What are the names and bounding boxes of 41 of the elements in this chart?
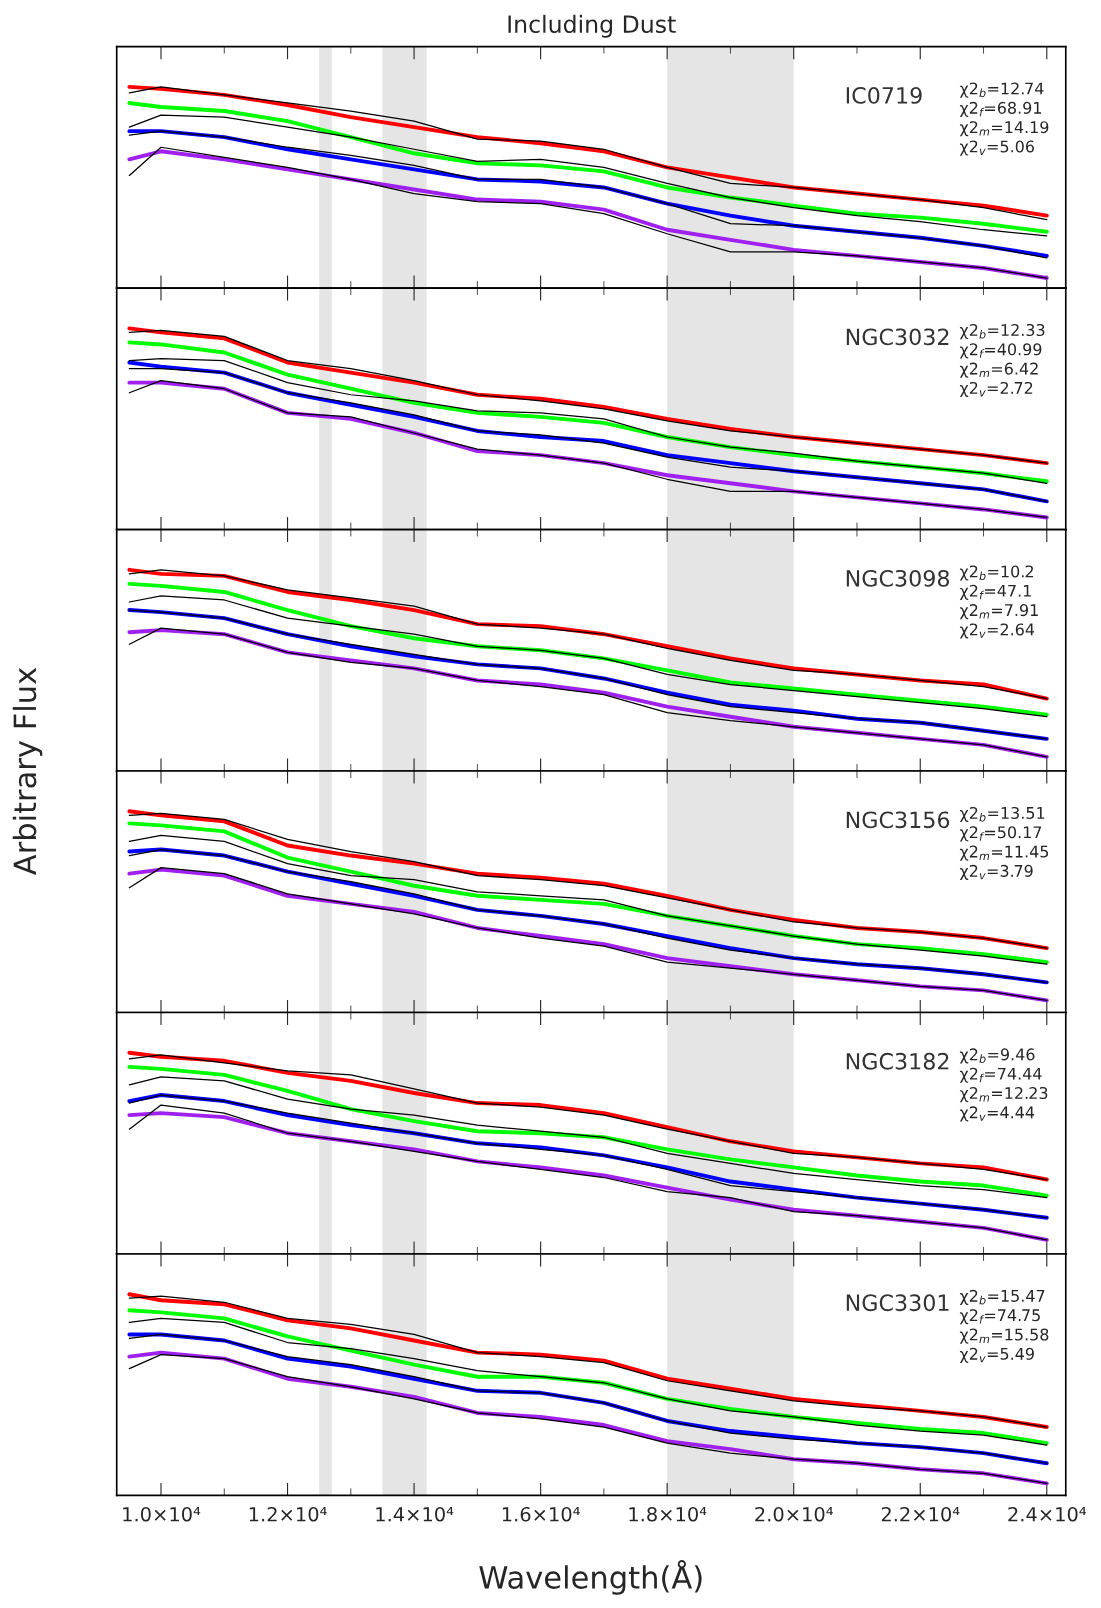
annotation: χ2$_{f}$=40.99 bbox=[959, 343, 1042, 359]
annotation: χ2$_{f}$=50.17 bbox=[959, 826, 1042, 842]
annotation: NGC3032 bbox=[846, 328, 949, 346]
annotation: χ2$_{m}$=15.58 bbox=[959, 1328, 1049, 1344]
annotation: χ2$_{v}$=2.64 bbox=[959, 623, 1035, 639]
annotation: χ2$_{v}$=3.79 bbox=[959, 864, 1033, 881]
annotation: χ2$_{m}$=14.19 bbox=[959, 121, 1049, 137]
annotation: χ2$_{m}$=6.42 bbox=[959, 362, 1038, 378]
x-tick-label: 2.0×10⁴ bbox=[755, 1506, 833, 1522]
x-tick-label: 1.8×10⁴ bbox=[629, 1506, 707, 1522]
annotation: χ2$_{b}$=12.33 bbox=[959, 323, 1045, 340]
annotation: χ2$_{f}$=47.1 bbox=[959, 584, 1031, 600]
annotation: χ2$_{v}$=2.72 bbox=[959, 381, 1033, 398]
annotation: χ2$_{b}$=13.51 bbox=[959, 806, 1045, 823]
annotation: χ2$_{b}$=15.47 bbox=[959, 1289, 1045, 1306]
annotation: χ2$_{v}$=5.06 bbox=[959, 140, 1035, 156]
x-tick-label: 1.6×10⁴ bbox=[502, 1506, 580, 1522]
annotation: χ2$_{b}$=9.46 bbox=[959, 1048, 1035, 1064]
annotation: χ2$_{v}$=4.44 bbox=[959, 1106, 1035, 1122]
x-axis-title: Wavelength(Å) bbox=[479, 1560, 702, 1595]
chart-title: Including Dust bbox=[508, 14, 676, 38]
annotation: NGC3182 bbox=[846, 1052, 949, 1070]
annotation: NGC3098 bbox=[846, 569, 950, 587]
annotation: χ2$_{f}$=74.44 bbox=[959, 1067, 1042, 1083]
annotation: χ2$_{b}$=10.2 bbox=[959, 565, 1034, 581]
y-axis-title: Arbitrary Flux bbox=[12, 667, 43, 876]
x-tick-label: 2.2×10⁴ bbox=[881, 1506, 960, 1522]
annotation: χ2$_{f}$=68.91 bbox=[959, 101, 1042, 117]
x-tick-label: 1.0×10⁴ bbox=[123, 1506, 201, 1522]
annotation: χ2$_{f}$=74.75 bbox=[959, 1309, 1040, 1325]
annotation: IC0719 bbox=[846, 86, 922, 104]
annotation: χ2$_{m}$=7.91 bbox=[959, 604, 1038, 620]
annotation: NGC3156 bbox=[846, 811, 950, 829]
annotation: NGC3301 bbox=[846, 1294, 949, 1312]
annotation: χ2$_{v}$=5.49 bbox=[959, 1347, 1034, 1363]
annotation: χ2$_{b}$=12.74 bbox=[959, 82, 1044, 98]
annotation: χ2$_{m}$=11.45 bbox=[959, 845, 1049, 861]
x-tick-label: 2.4×10⁴ bbox=[1008, 1506, 1087, 1522]
x-tick-label: 1.4×10⁴ bbox=[376, 1506, 454, 1522]
annotation: χ2$_{m}$=12.23 bbox=[959, 1087, 1048, 1103]
x-tick-label: 1.2×10⁴ bbox=[249, 1506, 327, 1522]
